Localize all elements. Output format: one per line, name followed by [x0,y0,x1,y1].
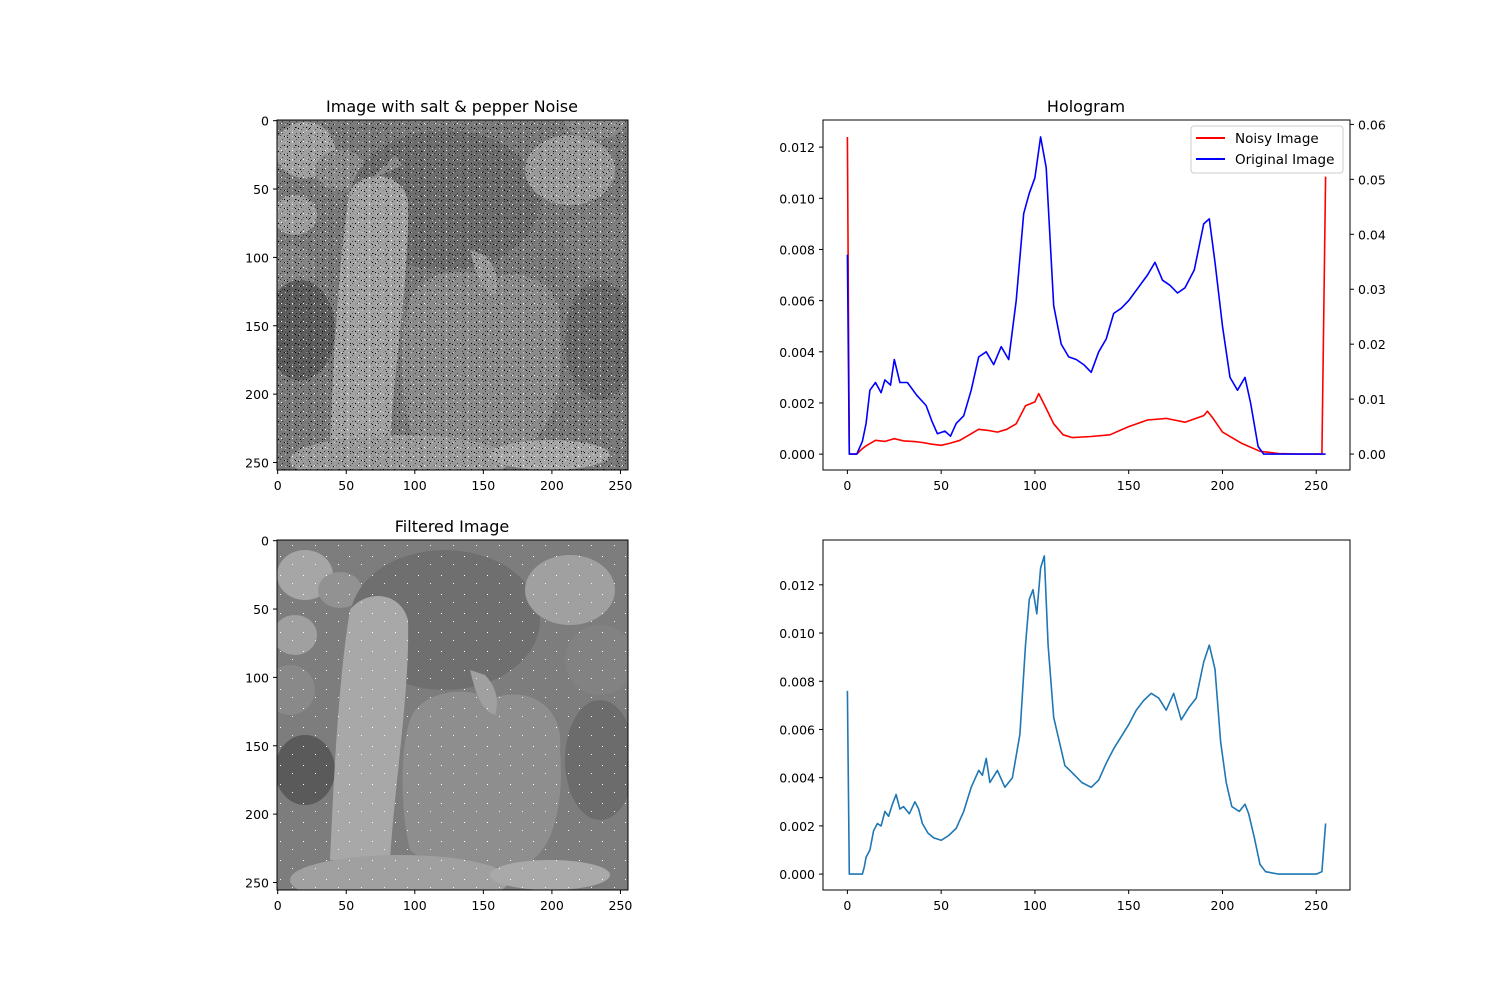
filtered-image [277,540,628,890]
y-tick-label: 0.010 [779,626,815,641]
left-y-tick-label: 0.008 [779,242,815,257]
series-line-filtered [846,555,1327,875]
left-y-tick-label: 0.010 [779,191,815,206]
x-tick-label: 150 [1117,898,1141,913]
y-tick-label: 50 [253,602,269,617]
right-y-tick-label: 0.04 [1358,227,1386,242]
legend-original-label: Original Image [1235,152,1334,168]
left-y-tick-label: 0.004 [779,345,815,360]
filtered-image-axes: 0 50 100 150 200 250 0 50 100 150 200 250 [245,534,632,913]
x-tick-label: 150 [1117,478,1141,493]
noisy-image-frame [276,119,629,471]
left-y-tick-label: 0.000 [779,447,815,462]
series-line-noisy [846,136,1327,455]
y-tick-label: 200 [245,387,269,402]
left-y-tick-label: 0.006 [779,294,815,309]
noisy-image-panel: Image with salt & pepper Noise 0 50 100 150… [245,97,632,493]
hologram-series [846,136,1327,455]
y-tick-label: 100 [245,670,269,685]
y-tick-label: 0.012 [779,578,815,593]
y-tick-label: 0.000 [779,867,815,882]
y-tick-label: 100 [245,250,269,265]
x-tick-label: 50 [338,898,354,913]
filtered-histogram-axes: 0 50 100 150 200 250 0.000 0.002 0.004 0.006 0.008… [779,578,1328,913]
filtered-histogram-frame [822,539,1351,891]
y-tick-label: 0 [261,114,269,129]
left-y-tick-label: 0.012 [779,140,815,155]
filtered-image-title: Filtered Image [395,517,509,536]
x-tick-label: 250 [1304,898,1328,913]
legend-noisy-label: Noisy Image [1235,131,1319,147]
x-tick-label: 250 [609,478,633,493]
noisy-image-title: Image with salt & pepper Noise [326,97,578,116]
y-tick-label: 0.008 [779,674,815,689]
x-tick-label: 0 [843,478,851,493]
y-tick-label: 150 [245,319,269,334]
x-tick-label: 250 [1304,478,1328,493]
y-tick-label: 0 [261,534,269,549]
x-tick-label: 100 [1023,478,1047,493]
noisy-image [277,120,628,470]
x-tick-label: 250 [609,898,633,913]
x-tick-label: 0 [274,898,282,913]
x-tick-label: 200 [1211,478,1235,493]
hologram-title: Hologram [1047,97,1125,116]
y-tick-label: 0.006 [779,722,815,737]
x-tick-label: 200 [540,898,564,913]
noisy-image-axes: 0 50 100 150 200 250 0 50 100 150 200 250 [245,114,632,493]
hologram-axes: 0 50 100 150 200 250 0.000 0.002 0.004 0.006 0.008… [779,117,1386,493]
left-y-tick-label: 0.002 [779,396,815,411]
filtered-image-panel: Filtered Image 0 50 100 150 200 250 0 50 100 150 2… [245,517,632,913]
x-tick-label: 200 [540,478,564,493]
series-line-original [846,136,1326,455]
y-tick-label: 0.002 [779,819,815,834]
x-tick-label: 50 [933,478,949,493]
x-tick-label: 100 [403,478,427,493]
right-y-tick-label: 0.00 [1358,447,1386,462]
right-y-tick-label: 0.03 [1358,282,1386,297]
x-tick-label: 150 [471,898,495,913]
x-tick-label: 50 [933,898,949,913]
filtered-image-frame [276,539,629,891]
y-tick-label: 200 [245,807,269,822]
x-tick-label: 0 [274,478,282,493]
hologram-frame [822,119,1351,471]
legend-box [1190,125,1344,174]
x-tick-label: 100 [403,898,427,913]
x-tick-label: 150 [471,478,495,493]
right-y-tick-label: 0.06 [1358,117,1386,132]
y-tick-label: 150 [245,739,269,754]
right-y-tick-label: 0.05 [1358,172,1386,187]
filtered-histogram-panel: 0 50 100 150 200 250 0.000 0.002 0.004 0.006 0.008… [779,539,1351,913]
hologram-legend: Noisy Image Original Image [1190,125,1344,174]
hologram-panel: Hologram 0 50 100 150 200 2500.0000.0020.0040… [779,97,1386,493]
y-tick-label: 250 [245,875,269,890]
x-tick-label: 100 [1023,898,1047,913]
y-tick-label: 50 [253,182,269,197]
y-tick-label: 250 [245,455,269,470]
filtered-histogram-series [846,555,1327,875]
x-tick-label: 50 [338,478,354,493]
right-y-tick-label: 0.01 [1358,392,1386,407]
x-tick-label: 200 [1211,898,1235,913]
x-tick-label: 0 [843,898,851,913]
y-tick-label: 0.004 [779,771,815,786]
right-y-tick-label: 0.02 [1358,337,1386,352]
